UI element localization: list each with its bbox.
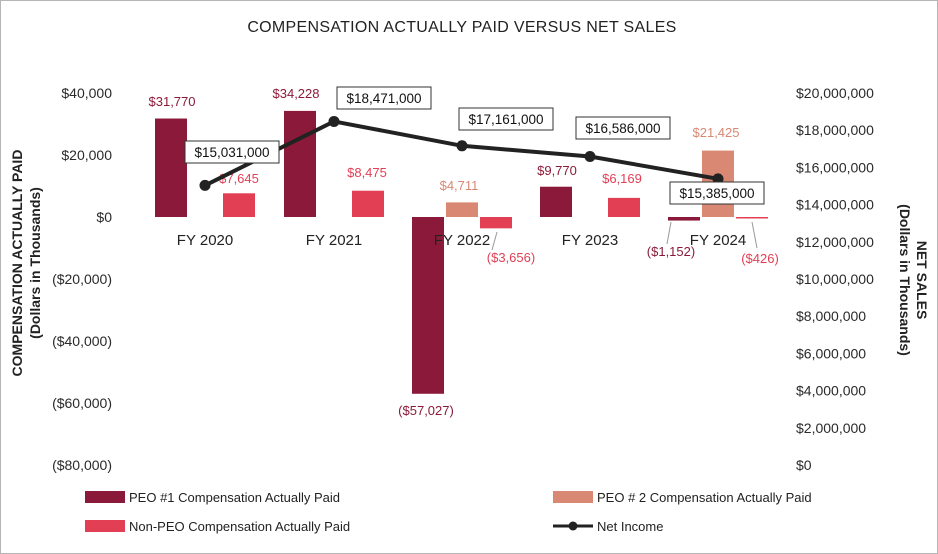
legend-label: Net Income xyxy=(597,519,663,534)
right-tick-label: $2,000,000 xyxy=(796,420,866,436)
net-income-label: $15,031,000 xyxy=(194,145,269,160)
bar-data-label: ($1,152) xyxy=(647,244,695,259)
legend-swatch-non-peo-compensation-actually-paid xyxy=(85,520,125,532)
category-label: FY 2021 xyxy=(306,232,362,249)
bar-peo-1-compensation-actually-paid-fy-2023 xyxy=(540,186,572,217)
bar-data-label: ($3,656) xyxy=(487,250,535,265)
net-income-label-box xyxy=(575,116,671,140)
left-tick-label: ($20,000) xyxy=(52,271,112,287)
net-income-point xyxy=(199,179,211,191)
bar-data-label: $21,425 xyxy=(693,125,740,140)
right-tick-label: $12,000,000 xyxy=(796,234,874,250)
left-axis-subtitle: (Dollars in Thousands) xyxy=(27,187,43,339)
legend-swatch-peo-2-compensation-actually-paid xyxy=(553,491,593,503)
bar-data-label: $8,475 xyxy=(347,165,387,180)
bar-peo-2-compensation-actually-paid-fy-2022 xyxy=(446,202,478,217)
net-income-label: $17,161,000 xyxy=(468,112,543,127)
category-label: FY 2023 xyxy=(562,232,618,249)
net-income-point xyxy=(328,115,340,127)
bar-data-label: ($57,027) xyxy=(398,403,454,418)
right-tick-label: $0 xyxy=(796,457,812,473)
bar-non-peo-compensation-actually-paid-fy-2024 xyxy=(736,217,768,219)
category-label: FY 2020 xyxy=(177,232,233,249)
left-tick-label: $40,000 xyxy=(61,85,112,101)
legend-label: PEO #1 Compensation Actually Paid xyxy=(129,490,340,505)
net-income-label-box xyxy=(184,140,280,164)
legend-marker xyxy=(568,521,578,531)
net-income-label: $16,586,000 xyxy=(585,121,660,136)
net-income-label-box xyxy=(669,181,765,205)
bar-non-peo-compensation-actually-paid-fy-2020 xyxy=(223,193,255,217)
net-income-line: $15,031,000 $18,471,000 $17,161,000 $16,586… xyxy=(184,86,765,205)
bar-data-label: $31,770 xyxy=(149,94,196,109)
legend-swatch-peo-1-compensation-actually-paid xyxy=(85,491,125,503)
category-label: FY 2024 xyxy=(690,232,746,249)
left-axis-ticks: $40,000 $20,000 $0 ($20,000) ($40,000) ($60,0… xyxy=(52,85,112,473)
left-tick-label: ($80,000) xyxy=(52,457,112,473)
bar-data-label: $6,169 xyxy=(602,171,642,186)
leader-line xyxy=(751,221,758,249)
right-axis-subtitle: (Dollars in Thousands) xyxy=(897,204,913,356)
bar-non-peo-compensation-actually-paid-fy-2023 xyxy=(608,197,640,217)
right-tick-label: $14,000,000 xyxy=(796,197,874,213)
bar-peo-1-compensation-actually-paid-fy-2022 xyxy=(412,217,444,394)
bar-peo-1-compensation-actually-paid-fy-2020 xyxy=(155,118,187,217)
bar-data-label: $34,228 xyxy=(273,86,320,101)
legend: PEO #1 Compensation Actually Paid PEO # 2… xyxy=(85,490,812,534)
leader-line xyxy=(666,221,672,245)
net-income-label: $15,385,000 xyxy=(679,186,754,201)
right-tick-label: $8,000,000 xyxy=(796,308,866,324)
right-tick-label: $4,000,000 xyxy=(796,383,866,399)
bar-data-label: $4,711 xyxy=(440,178,479,193)
right-axis-title: NET SALES xyxy=(914,241,930,320)
bar-peo-1-compensation-actually-paid-fy-2021 xyxy=(284,110,316,217)
right-tick-label: $6,000,000 xyxy=(796,345,866,361)
right-tick-label: $20,000,000 xyxy=(796,85,874,101)
right-axis-ticks: $20,000,000 $18,000,000 $16,000,000 $14,000… xyxy=(796,85,874,473)
left-axis-title: COMPENSATION ACTUALLY PAID xyxy=(9,150,25,377)
category-label: FY 2022 xyxy=(434,232,490,249)
right-tick-label: $16,000,000 xyxy=(796,159,874,175)
left-tick-label: $20,000 xyxy=(61,147,112,163)
net-income-point xyxy=(456,140,468,152)
right-tick-label: $18,000,000 xyxy=(796,122,874,138)
net-income-point xyxy=(584,151,596,163)
net-income-label-box xyxy=(458,107,554,131)
net-income-label-box xyxy=(336,86,432,110)
chart-title: COMPENSATION ACTUALLY PAID VERSUS NET SA… xyxy=(247,19,676,36)
right-tick-label: $10,000,000 xyxy=(796,271,874,287)
left-tick-label: ($40,000) xyxy=(52,333,112,349)
bar-data-label: ($426) xyxy=(741,251,779,266)
category-labels: FY 2020 FY 2021 FY 2022 FY 2023 FY 2024 xyxy=(177,232,746,249)
legend-label: PEO # 2 Compensation Actually Paid xyxy=(597,490,812,505)
bar-peo-1-compensation-actually-paid-fy-2024 xyxy=(668,217,700,221)
left-tick-label: $0 xyxy=(96,209,112,225)
bar-non-peo-compensation-actually-paid-fy-2022 xyxy=(480,217,512,229)
legend-label: Non-PEO Compensation Actually Paid xyxy=(129,519,350,534)
bar-data-label: $9,770 xyxy=(537,163,577,178)
net-income-label: $18,471,000 xyxy=(346,91,421,106)
left-tick-label: ($60,000) xyxy=(52,395,112,411)
leader-line xyxy=(491,231,498,251)
bars: $31,770 $34,228 ($57,027) $9,770 ($1,152) $4,… xyxy=(149,86,779,418)
bar-non-peo-compensation-actually-paid-fy-2021 xyxy=(352,190,384,217)
